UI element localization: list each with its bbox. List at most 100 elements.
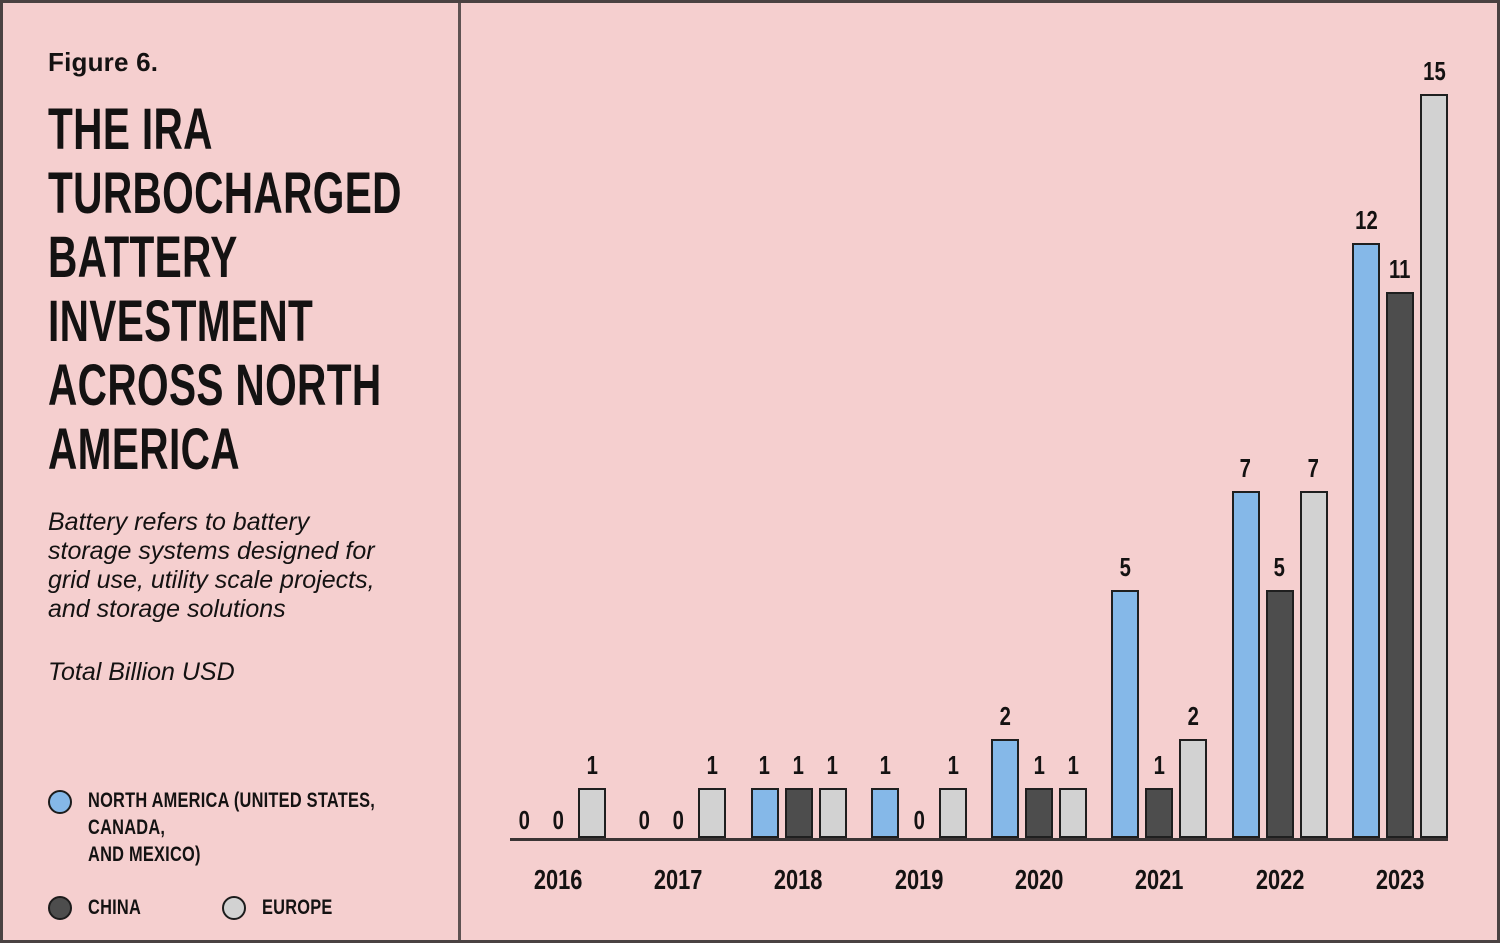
value-label: 1	[585, 752, 599, 778]
slot-2023-china: 11	[1385, 97, 1414, 838]
value-label: 1	[791, 752, 805, 778]
value-label: 1	[705, 752, 719, 778]
legend-label-china: CHINA	[88, 896, 142, 919]
bar-chart: 0 0 1 0 0 1 1 1 1 1 0 1 2 1 1 5 1 2 7 5 7 12 11 15 2016 2017 2018…	[463, 3, 1497, 940]
x-label-text: 2020	[1014, 864, 1064, 895]
bar-2021-china	[1145, 788, 1174, 838]
bar-2022-europe	[1299, 491, 1328, 838]
plot-area: 0 0 1 0 0 1 1 1 1 1 0 1 2 1 1 5 1 2 7 5 7 12 11 15	[510, 58, 1448, 841]
value-label: 7	[1238, 455, 1252, 481]
slot-2019-north_america: 1	[870, 97, 899, 838]
legend-row-china-europe: CHINA EUROPE	[48, 894, 421, 921]
value-label-text: 0	[672, 805, 684, 835]
value-label-text: 1	[826, 750, 839, 780]
value-label-text: 1	[586, 750, 598, 780]
value-label-text: 1	[1033, 750, 1045, 780]
bar-2023-china	[1385, 292, 1414, 838]
slot-2021-europe: 2	[1179, 97, 1208, 838]
value-label: 15	[1420, 58, 1449, 84]
bar-2023-europe	[1419, 94, 1448, 838]
x-label-text: 2016	[533, 864, 583, 895]
bar-2019-north_america	[870, 788, 899, 838]
value-label: 0	[912, 807, 926, 833]
legend-label-north-america: NORTH AMERICA (UNITED STATES, CANADA, AN…	[88, 789, 376, 866]
x-label-text: 2017	[653, 864, 703, 895]
value-label-text: 1	[1153, 750, 1166, 780]
value-label-text: 1	[947, 750, 959, 780]
slot-2019-europe: 1	[938, 97, 967, 838]
value-label: 1	[825, 752, 839, 778]
legend-item-china: CHINA	[48, 894, 156, 921]
legend-item-europe: EUROPE	[222, 894, 353, 921]
value-label: 1	[946, 752, 960, 778]
value-label-text: 5	[1274, 552, 1286, 582]
x-label-text: 2022	[1255, 864, 1304, 895]
x-label-2017: 2017	[630, 865, 726, 895]
bar-2020-europe	[1059, 788, 1088, 838]
bar-2018-north_america	[750, 788, 779, 838]
legend: NORTH AMERICA (UNITED STATES, CANADA, AN…	[48, 787, 421, 921]
value-label: 2	[998, 703, 1012, 729]
value-label-text: 7	[1240, 453, 1252, 483]
slot-2020-china: 1	[1025, 97, 1054, 838]
legend-row-north-america: NORTH AMERICA (UNITED STATES, CANADA, AN…	[48, 787, 421, 868]
bar-2019-europe	[938, 788, 967, 838]
value-label-text: 0	[552, 805, 564, 835]
units-label: Total Billion USD	[48, 658, 235, 686]
value-label-text: 1	[879, 750, 891, 780]
legend-item-north-america: NORTH AMERICA (UNITED STATES, CANADA, AN…	[48, 787, 518, 868]
slot-2020-north_america: 2	[991, 97, 1020, 838]
value-label-text: 2	[1187, 701, 1200, 731]
value-label: 0	[517, 807, 531, 833]
value-label: 1	[1152, 752, 1166, 778]
year-group-2022: 7 5 7	[1231, 97, 1328, 838]
x-label-2023: 2023	[1352, 865, 1448, 895]
value-label: 2	[1186, 703, 1200, 729]
value-label: 1	[1066, 752, 1080, 778]
slot-2016-europe: 1	[578, 97, 606, 838]
value-label: 1	[1032, 752, 1046, 778]
bar-2018-china	[784, 788, 813, 838]
figure-title: THE IRA TURBOCHARGED BATTERY INVESTMENT …	[48, 97, 402, 482]
slot-2021-north_america: 5	[1111, 97, 1140, 838]
value-label-text: 0	[518, 805, 530, 835]
slot-2022-europe: 7	[1299, 97, 1328, 838]
bar-2016-europe	[578, 788, 606, 838]
value-label: 5	[1272, 554, 1286, 580]
legend-swatch-china-icon	[48, 895, 72, 920]
value-label: 0	[671, 807, 685, 833]
bar-2021-north_america	[1111, 590, 1140, 838]
bar-2018-europe	[818, 788, 847, 838]
slot-2021-china: 1	[1145, 97, 1174, 838]
slot-2018-north_america: 1	[750, 97, 779, 838]
year-group-2019: 1 0 1	[870, 97, 967, 838]
slot-2023-europe: 15	[1419, 58, 1448, 838]
bar-2020-north_america	[991, 739, 1020, 838]
value-label-text: 1	[758, 750, 771, 780]
slot-2019-china: 0	[905, 97, 933, 838]
x-label-text: 2019	[894, 864, 944, 895]
x-label-2019: 2019	[871, 865, 967, 895]
value-label: 12	[1352, 207, 1381, 233]
slot-2016-north_america: 0	[510, 97, 538, 838]
legend-swatch-europe-icon	[222, 895, 246, 920]
legend-label-europe: EUROPE	[262, 896, 333, 919]
bar-2021-europe	[1179, 739, 1208, 838]
figure-number-label: Figure 6.	[48, 47, 159, 77]
bar-2022-china	[1265, 590, 1294, 838]
value-label: 11	[1386, 256, 1414, 282]
figure-subtitle: Battery refers to battery storage system…	[48, 508, 375, 623]
value-label-text: 12	[1354, 205, 1378, 235]
panel-divider	[458, 3, 461, 940]
value-label: 7	[1306, 455, 1320, 481]
value-label: 5	[1118, 554, 1132, 580]
x-label-2020: 2020	[991, 865, 1087, 895]
value-label-text: 1	[1067, 750, 1079, 780]
slot-2017-china: 0	[664, 97, 692, 838]
x-label-2021: 2021	[1111, 865, 1207, 895]
